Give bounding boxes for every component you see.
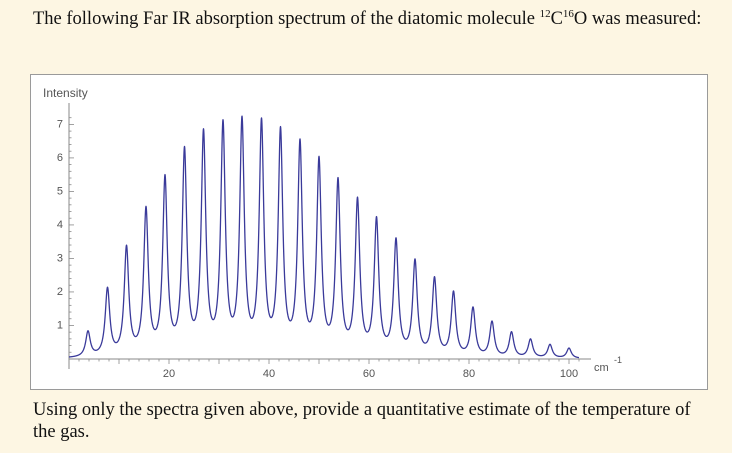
carbon-symbol: C	[550, 9, 563, 29]
y-axis-title: Intensity	[43, 86, 88, 100]
spectrum-chart: 20 40 60 80 100 1 2 3 4 5 6 7 Intensity cm -1	[43, 86, 622, 380]
ticks-layer: 20 40 60 80 100 1 2 3 4 5 6 7	[57, 117, 580, 380]
y-tick-label: 5	[57, 185, 63, 197]
y-tick-label: 6	[57, 152, 63, 164]
y-tick-label: 4	[57, 219, 63, 231]
x-axis-unit-base: cm	[594, 362, 609, 374]
y-tick-label: 1	[57, 319, 63, 331]
axes-layer	[68, 103, 591, 369]
intro-before: The following Far IR absorption spectrum…	[33, 9, 540, 29]
oxygen-mass-number: 16	[562, 8, 574, 20]
y-tick-label: 3	[57, 252, 63, 264]
x-tick-label: 80	[463, 368, 475, 380]
x-tick-label: 60	[363, 368, 375, 380]
x-tick-label: 100	[560, 368, 578, 380]
intro-after: was measured:	[587, 9, 702, 29]
spectrum-plot-frame: 20 40 60 80 100 1 2 3 4 5 6 7 Intensity cm -1	[30, 74, 708, 390]
oxygen-symbol: O	[573, 9, 588, 29]
x-axis-unit: cm -1	[594, 355, 622, 374]
carbon-mass-number: 12	[539, 8, 551, 20]
x-tick-label: 40	[263, 368, 275, 380]
y-tick-label: 2	[57, 286, 63, 298]
spectrum-line	[68, 115, 580, 359]
x-axis-unit-exponent: -1	[614, 355, 622, 365]
x-tick-label: 20	[163, 368, 175, 380]
y-tick-label: 7	[57, 118, 63, 130]
question-text: Using only the spectra given above, prov…	[33, 400, 691, 442]
intro-text: The following Far IR absorption spectrum…	[33, 8, 713, 30]
